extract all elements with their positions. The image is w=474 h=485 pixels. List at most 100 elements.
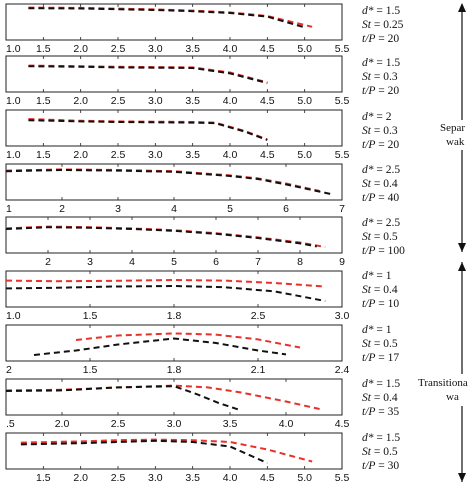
- x-tick-label: 5.0: [297, 472, 312, 484]
- x-tick-label: 3.5: [185, 43, 200, 55]
- param-d: d* = 2: [362, 111, 392, 123]
- red-dashed-series: [28, 118, 268, 141]
- panel-3: 1.0 1.5 2.0 2.5 3.0 3.5 4.0 4.5 5.0 5.5 d* = 2 St =…: [5, 109, 399, 161]
- panel-5: 2 3 4 5 6 7 8 9 d* = 2.5 St = 0.5 t/P = 100: [5, 216, 405, 268]
- separated-wake-arrow-down: [458, 243, 466, 252]
- x-tick-label: 6: [283, 203, 289, 215]
- param-tp: t/P = 100: [362, 245, 405, 257]
- panel-6: 1.0 1.5 1.8 2.5 3.0 d* = 1 St = 0.4 t/P = 10: [5, 270, 399, 322]
- black-dashed-series: [5, 385, 242, 412]
- panel-4: 1 2 3 4 5 6 7 d* = 2.5 St = 0.4 t/P = 40: [5, 163, 400, 215]
- x-tick-label: 3.0: [167, 418, 182, 430]
- red-dashed-series: [5, 168, 320, 192]
- x-tick-label: 5.0: [297, 95, 312, 107]
- x-tick-label: 3.0: [335, 310, 350, 322]
- panel-2: 1.0 1.5 2.0 2.5 3.0 3.5 4.0 4.5 5.0 5.5 d* = 1.5 St…: [5, 55, 400, 107]
- panels: 1.0 1.5 2.0 2.5 3.0 3.5 4.0 4.5 5.0 5.5 d* = 1.5 St…: [5, 3, 405, 484]
- param-st: St = 0.4: [362, 284, 398, 296]
- panel-1: 1.0 1.5 2.0 2.5 3.0 3.5 4.0 4.5 5.0 5.5 d* = 1.5 St…: [5, 3, 404, 55]
- x-tick-label: 1.0: [6, 149, 21, 161]
- x-tick-label: 2.4: [335, 364, 350, 376]
- x-tick-label: 4: [171, 203, 177, 215]
- panel-frame: [5, 378, 343, 416]
- x-tick-label: 1.5: [36, 472, 51, 484]
- x-tick-label: 4.5: [335, 418, 350, 430]
- black-dashed-series: [20, 439, 268, 464]
- x-tick-label: 1.5: [83, 364, 98, 376]
- panel-frame: [5, 270, 343, 308]
- transitional-wake-arrow-up: [458, 262, 466, 271]
- x-tick-label: 5.5: [335, 149, 350, 161]
- x-tick-label: 4.5: [260, 43, 275, 55]
- param-d: d* = 1.5: [362, 432, 400, 444]
- x-tick-label: 3.0: [148, 43, 163, 55]
- param-d: d* = 1: [362, 270, 392, 282]
- param-tp: t/P = 30: [362, 460, 399, 472]
- param-d: d* = 1.5: [362, 378, 400, 390]
- red-dashed-series: [5, 384, 320, 410]
- x-tick-label: 7: [255, 256, 261, 268]
- x-tick-label: 1.5: [83, 310, 98, 322]
- x-tick-label: 4.0: [279, 418, 294, 430]
- panel-frame: [5, 324, 343, 362]
- transitional-wake-label-1: Transitiona: [418, 377, 468, 389]
- x-tick-label: 9: [339, 256, 345, 268]
- param-st: St = 0.4: [362, 178, 398, 190]
- x-tick-label: 2.5: [251, 310, 266, 322]
- param-tp: t/P = 40: [362, 192, 399, 204]
- x-tick-label: 1.5: [36, 95, 51, 107]
- param-d: d* = 2.5: [362, 164, 400, 176]
- panel-8: .5 2.0 2.5 3.0 3.5 4.0 4.5 d* = 1.5 St = 0.4 t/P …: [5, 378, 400, 430]
- panel-frame: [5, 55, 343, 93]
- x-tick-label: 1.0: [6, 310, 21, 322]
- x-tick-label: 3: [87, 256, 93, 268]
- red-dashed-series: [75, 332, 301, 349]
- param-tp: t/P = 20: [362, 85, 399, 97]
- x-tick-label: 5: [171, 256, 177, 268]
- black-dashed-series: [5, 226, 317, 248]
- x-tick-label: 5: [227, 203, 233, 215]
- param-d: d* = 1.5: [362, 57, 400, 69]
- regime-brackets: Separ wak Transitiona wa: [416, 3, 474, 482]
- param-st: St = 0.3: [362, 125, 398, 137]
- separated-wake-label-2: wak: [446, 136, 465, 148]
- param-d: d* = 1.5: [362, 5, 400, 17]
- x-tick-label: 4.0: [223, 95, 238, 107]
- x-tick-label: 2: [45, 256, 51, 268]
- param-st: St = 0.3: [362, 71, 398, 83]
- transitional-wake-label-2: wa: [446, 391, 459, 403]
- panel-7: 2 1.5 1.8 2.1 2.4 d* = 1 St = 0.5 t/P = 17: [5, 324, 399, 376]
- x-tick-label: 1.8: [167, 364, 182, 376]
- red-dashed-series: [20, 438, 313, 463]
- param-tp: t/P = 20: [362, 139, 399, 151]
- param-d: d* = 2.5: [362, 217, 400, 229]
- x-tick-label: 4: [129, 256, 135, 268]
- x-tick-label: 5.0: [297, 43, 312, 55]
- x-tick-label: 5.0: [297, 149, 312, 161]
- x-tick-label: 1.8: [167, 310, 182, 322]
- x-tick-label: 6: [213, 256, 219, 268]
- param-st: St = 0.5: [362, 231, 398, 243]
- x-tick-label: 3.5: [185, 149, 200, 161]
- black-dashed-series: [5, 284, 326, 302]
- x-tick-label: 3: [115, 203, 121, 215]
- x-tick-label: 4.5: [260, 472, 275, 484]
- red-dashed-series: [5, 278, 326, 288]
- x-tick-label: 8: [297, 256, 303, 268]
- x-tick-label: 3.0: [148, 149, 163, 161]
- black-dashed-series: [28, 7, 305, 29]
- black-dashed-series: [5, 168, 332, 195]
- x-tick-label: 2.5: [111, 95, 126, 107]
- param-d: d* = 1: [362, 324, 392, 336]
- x-tick-label: 2.5: [111, 418, 126, 430]
- x-tick-label: 3.5: [185, 95, 200, 107]
- x-tick-label: 4.5: [260, 95, 275, 107]
- x-tick-label: 2.5: [111, 472, 126, 484]
- param-st: St = 0.5: [362, 338, 398, 350]
- x-tick-label: 1.0: [6, 43, 21, 55]
- panel-frame: [5, 109, 343, 147]
- x-tick-label: 2.0: [73, 43, 88, 55]
- x-tick-label: 1.5: [36, 149, 51, 161]
- x-tick-label: 3.5: [185, 472, 200, 484]
